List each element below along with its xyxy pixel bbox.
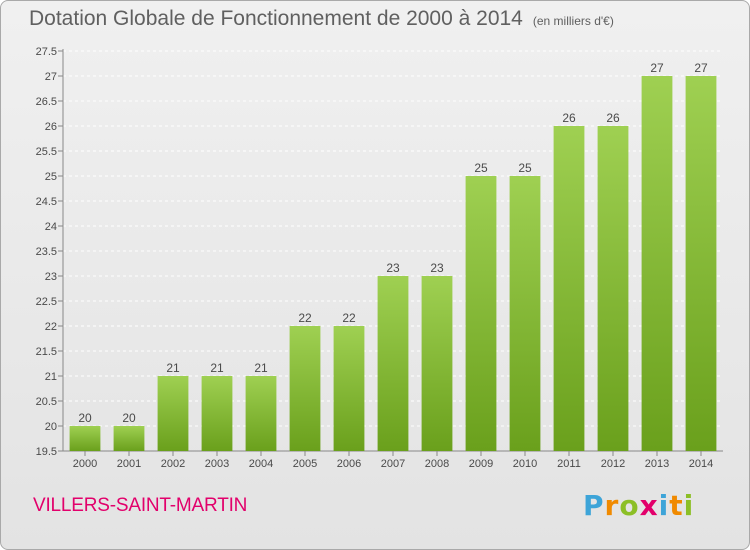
logo-letter: t [669,489,684,522]
data-label-2001: 20 [122,411,136,425]
x-tick-label-2009: 2009 [469,458,493,470]
logo-letter: i [658,489,670,522]
bars [69,76,717,451]
data-label-2013: 27 [650,61,664,75]
y-tick-label: 21.5 [36,346,57,358]
data-label-2004: 21 [254,361,268,375]
data-label-2000: 20 [78,411,92,425]
logo-letter: P [583,489,605,522]
x-tick-label-2008: 2008 [425,458,449,470]
bar-2011 [553,126,585,451]
x-tick-label-2001: 2001 [117,458,141,470]
data-label-2014: 27 [694,61,708,75]
y-tick-label: 25.5 [36,146,57,158]
logo-letter: x [639,489,659,522]
y-tick-label: 27 [45,71,57,83]
y-tick-label: 22.5 [36,296,57,308]
bar-2014 [685,76,717,451]
bar-2002 [157,376,189,451]
bar-chart: 19.5 20 20.5 21 21.5 22 22.5 23 23.5 24 24.5 25 25.5… [36,46,723,470]
x-tick-label-2010: 2010 [513,458,537,470]
bar-2013 [641,76,673,451]
data-label-2009: 25 [474,161,488,175]
y-tick-label: 22 [45,321,57,333]
data-label-2002: 21 [166,361,180,375]
x-tick-label-2004: 2004 [249,458,273,470]
data-label-2003: 21 [210,361,224,375]
commune-name: VILLERS-SAINT-MARTIN [33,495,248,516]
data-label-2007: 23 [386,261,400,275]
logo-letter: i [683,489,695,522]
bar-2004 [245,376,277,451]
bar-2001 [113,426,145,451]
bar-2008 [421,276,453,451]
y-tick-label: 24.5 [36,196,57,208]
bar-2003 [201,376,233,451]
bar-2012 [597,126,629,451]
y-tick-label: 20 [45,421,57,433]
logo-letter: o [619,489,640,522]
y-tick-label: 26 [45,121,57,133]
x-tick-label-2011: 2011 [557,458,581,470]
data-label-2011: 26 [562,111,576,125]
bar-2009 [465,176,497,451]
bar-2006 [333,326,365,451]
x-tick-label-2013: 2013 [645,458,669,470]
data-label-2012: 26 [606,111,620,125]
bar-2007 [377,276,409,451]
data-labels: 20 20 21 21 21 22 22 23 23 25 25 26 26 27 27 [78,61,708,425]
logo-letter: r [604,489,620,522]
y-tick-label: 25 [45,171,57,183]
x-tick-label-2007: 2007 [381,458,405,470]
x-tick-label-2012: 2012 [601,458,625,470]
y-tick-label: 19.5 [36,446,57,458]
y-tick-label: 23.5 [36,246,57,258]
bar-2000 [69,426,101,451]
data-label-2005: 22 [298,311,312,325]
x-tick-label-2014: 2014 [689,458,713,470]
data-label-2008: 23 [430,261,444,275]
x-tick-label-2006: 2006 [337,458,361,470]
data-label-2010: 25 [518,161,532,175]
y-tick-label: 26.5 [36,96,57,108]
data-label-2006: 22 [342,311,356,325]
x-tick-label-2000: 2000 [73,458,97,470]
y-tick-label: 27.5 [36,46,57,58]
y-tick-label: 20.5 [36,396,57,408]
chart-title: Dotation Globale de Fonctionnement de 20… [29,7,614,31]
x-tick-label-2002: 2002 [161,458,185,470]
y-tick-label: 23 [45,271,57,283]
x-tick-label-2005: 2005 [293,458,317,470]
chart-title-text: Dotation Globale de Fonctionnement de 20… [29,7,523,30]
bar-2005 [289,326,321,451]
y-tick-label: 21 [45,371,57,383]
chart-subtitle: (en milliers d'€) [532,14,614,28]
y-tick-label: 24 [45,221,57,233]
bar-2010 [509,176,541,451]
x-tick-label-2003: 2003 [205,458,229,470]
proxiti-logo: Proxiti [583,489,694,522]
